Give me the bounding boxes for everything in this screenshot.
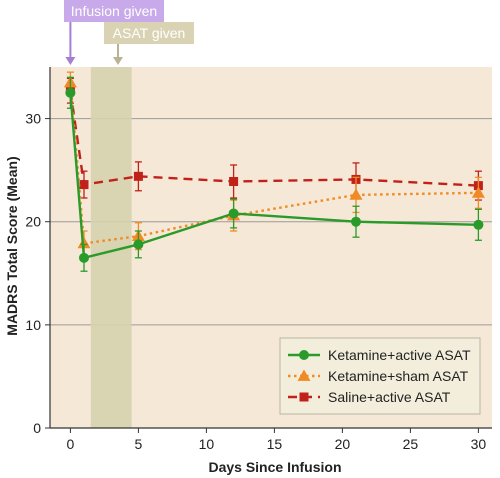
legend: Ketamine+active ASAT Ketamine+sham ASAT Sa… — [279, 337, 481, 415]
series-ketamine-active-asat — [65, 76, 484, 272]
data-point — [351, 216, 361, 227]
annotation-arrow-head — [65, 57, 76, 65]
data-point — [133, 239, 144, 250]
legend-entry: Ketamine+active ASAT — [288, 347, 471, 363]
data-point — [133, 171, 143, 181]
annotation-label: Infusion given — [71, 3, 157, 19]
y-tick-label: 20 — [25, 214, 41, 230]
annotations: Infusion given ASAT given — [64, 0, 194, 65]
x-axis-label: Days Since Infusion — [208, 459, 341, 475]
y-tick-label: 0 — [33, 420, 41, 436]
annotation-label: ASAT given — [113, 25, 186, 41]
annotation-arrow-head — [113, 57, 123, 65]
x-tick-label: 0 — [67, 436, 75, 452]
y-tick-label: 10 — [25, 317, 41, 333]
data-point — [473, 219, 484, 230]
y-tick-label: 30 — [25, 111, 41, 127]
data-point — [65, 87, 76, 98]
data-point — [349, 188, 363, 200]
legend-swatch-marker — [299, 392, 309, 402]
x-tick-label: 30 — [471, 436, 487, 452]
series-line — [69, 92, 479, 260]
data-point — [471, 186, 485, 198]
legend-swatch-marker — [299, 350, 309, 360]
legend-entry: Saline+active ASAT — [288, 389, 451, 405]
legend-label: Ketamine+sham ASAT — [328, 368, 469, 384]
series-line — [69, 82, 479, 245]
x-tick-label: 15 — [267, 436, 283, 452]
legend-entry: Ketamine+sham ASAT — [288, 368, 469, 384]
axes — [49, 67, 492, 429]
data-point — [79, 180, 89, 190]
series-line — [69, 90, 479, 187]
annotation-infusion: Infusion given — [64, 0, 164, 65]
legend-label: Ketamine+active ASAT — [328, 347, 471, 363]
tick-labels: 0 10 20 30 0 5 10 15 20 25 30 — [25, 111, 486, 452]
legend-swatch-marker — [297, 369, 311, 381]
legend-label: Saline+active ASAT — [328, 389, 451, 405]
x-tick-label: 20 — [335, 436, 351, 452]
annotation-box — [64, 0, 164, 22]
data-series — [63, 71, 485, 272]
data-point — [79, 252, 89, 263]
x-tick-label: 5 — [135, 436, 143, 452]
data-point — [77, 236, 91, 249]
x-tick-label: 25 — [403, 436, 419, 452]
annotation-box — [104, 22, 194, 44]
annotation-asat: ASAT given — [104, 22, 194, 65]
y-axis-label: MADRS Total Score (Mean) — [4, 156, 20, 335]
data-point — [229, 176, 239, 186]
data-point — [228, 208, 239, 219]
x-tick-label: 10 — [199, 436, 215, 452]
